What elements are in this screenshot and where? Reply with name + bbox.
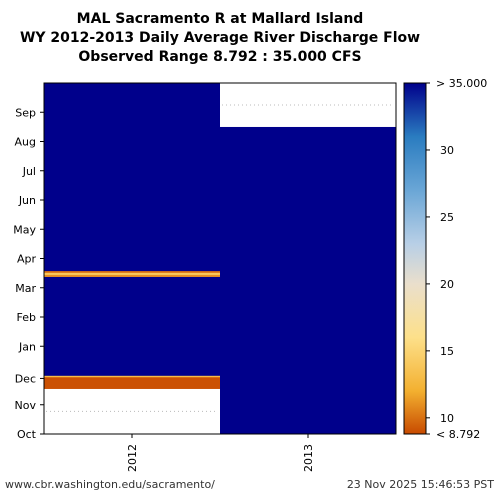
footer-timestamp: 23 Nov 2025 15:46:53 PST: [346, 478, 494, 491]
colorbar-tick-label-25: 25: [440, 211, 454, 224]
colorbar-min-label: < 8.792: [436, 428, 480, 441]
colorbar-tick-label-20: 20: [440, 278, 454, 291]
y-tick-label-mar: Mar: [15, 282, 36, 295]
y-tick-label-oct: Oct: [17, 428, 37, 441]
heatmap-cells: [44, 83, 396, 435]
x-tick-label-2013: 2013: [302, 444, 315, 472]
y-axis: Oct Nov Dec Jan Feb Mar Apr May Jun Jul Aug Sep: [13, 106, 44, 441]
y-tick-label-aug: Aug: [15, 136, 36, 149]
chart-title-line-1: MAL Sacramento R at Mallard Island: [76, 11, 364, 27]
colorbar-tick-label-15: 15: [440, 345, 454, 358]
y-tick-label-dec: Dec: [15, 372, 36, 385]
colorbar-tick-label-30: 30: [440, 144, 454, 157]
colorbar-tick-label-10: 10: [440, 412, 454, 425]
heatmap-cell-2012-7: [44, 83, 220, 272]
heatmap-cell-2012-4: [44, 274, 220, 277]
y-tick-label-jun: Jun: [18, 194, 36, 207]
colorbar-max-label: > 35.000: [436, 77, 487, 90]
heatmap-cell-2012-2: [44, 375, 220, 378]
y-tick-label-nov: Nov: [15, 399, 37, 412]
y-tick-label-sep: Sep: [15, 106, 36, 119]
y-tick-label-jul: Jul: [22, 165, 36, 178]
chart-title-line-3: Observed Range 8.792 : 35.000 CFS: [78, 49, 362, 65]
heatmap-cell-2012-1: [44, 376, 220, 389]
missing-data-markers: [46, 104, 394, 412]
heatmap-cell-2013-0: [220, 126, 396, 435]
x-tick-label-2012: 2012: [126, 444, 139, 472]
heatmap-cell-2012-3: [44, 276, 220, 376]
y-tick-label-feb: Feb: [17, 311, 36, 324]
chart-title-line-2: WY 2012-2013 Daily Average River Dischar…: [19, 30, 421, 46]
x-axis: 2012 2013: [126, 434, 315, 472]
heatmap-cell-2012-5: [44, 272, 220, 275]
y-tick-label-apr: Apr: [17, 253, 37, 266]
colorbar-gradient: [403, 82, 427, 435]
heatmap-cell-2012-6: [44, 270, 220, 273]
colorbar: 10 15 20 25 30 > 35.000 < 8.792: [403, 77, 487, 441]
y-tick-label-may: May: [13, 223, 36, 236]
y-tick-label-jan: Jan: [18, 340, 36, 353]
footer-url: www.cbr.washington.edu/sacramento/: [5, 478, 215, 491]
